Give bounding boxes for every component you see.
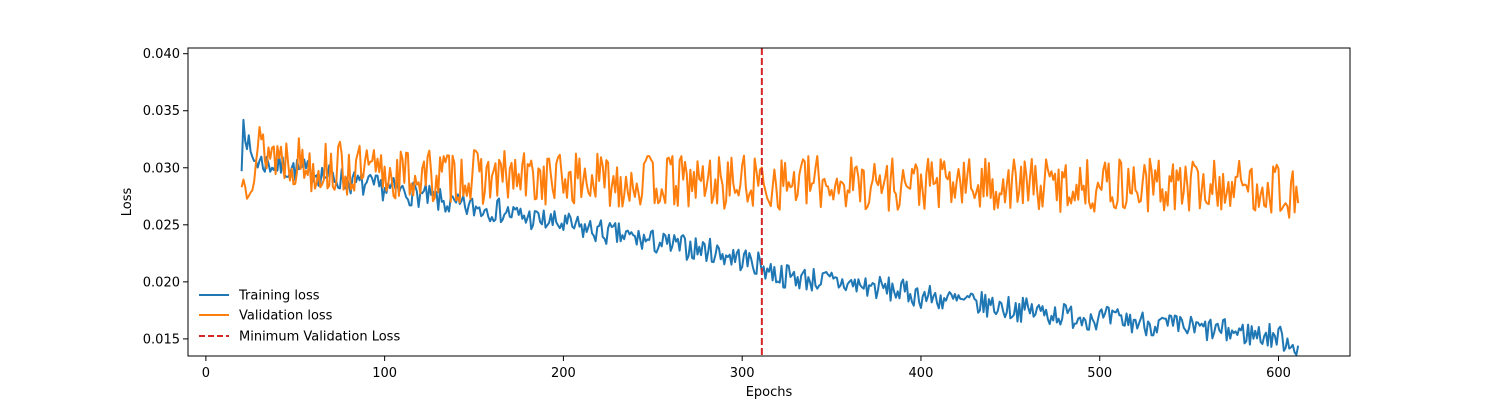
x-tick-label: 600	[1266, 366, 1291, 381]
y-tick-label: 0.035	[143, 104, 180, 119]
series-group	[240, 118, 1300, 356]
y-tick-label: 0.040	[143, 47, 180, 62]
y-axis-ticks: 0.015 0.020 0.025 0.030 0.035 0.040	[143, 47, 188, 347]
validation-loss-line	[240, 125, 1300, 219]
legend: Training loss Validation loss Minimum Va…	[199, 289, 400, 345]
x-tick-label: 0	[202, 366, 210, 381]
legend-label-min-validation-loss: Minimum Validation Loss	[239, 330, 400, 345]
x-axis-ticks: 0 100 200 300 400 500 600	[202, 356, 1291, 381]
legend-label-validation-loss: Validation loss	[239, 309, 333, 324]
x-tick-label: 300	[730, 366, 755, 381]
legend-label-training-loss: Training loss	[238, 289, 320, 304]
y-tick-label: 0.025	[143, 218, 180, 233]
x-tick-label: 100	[372, 366, 397, 381]
x-tick-label: 400	[909, 366, 934, 381]
axes-frame	[187, 47, 1351, 357]
x-tick-label: 500	[1087, 366, 1112, 381]
x-axis-label: Epochs	[746, 385, 793, 400]
x-tick-label: 200	[551, 366, 576, 381]
training-loss-line	[240, 118, 1300, 356]
y-tick-label: 0.020	[143, 275, 180, 290]
y-tick-label: 0.015	[143, 332, 180, 347]
y-axis-label: Loss	[120, 188, 135, 217]
plot-area	[187, 47, 1351, 357]
y-tick-label: 0.030	[143, 161, 180, 176]
